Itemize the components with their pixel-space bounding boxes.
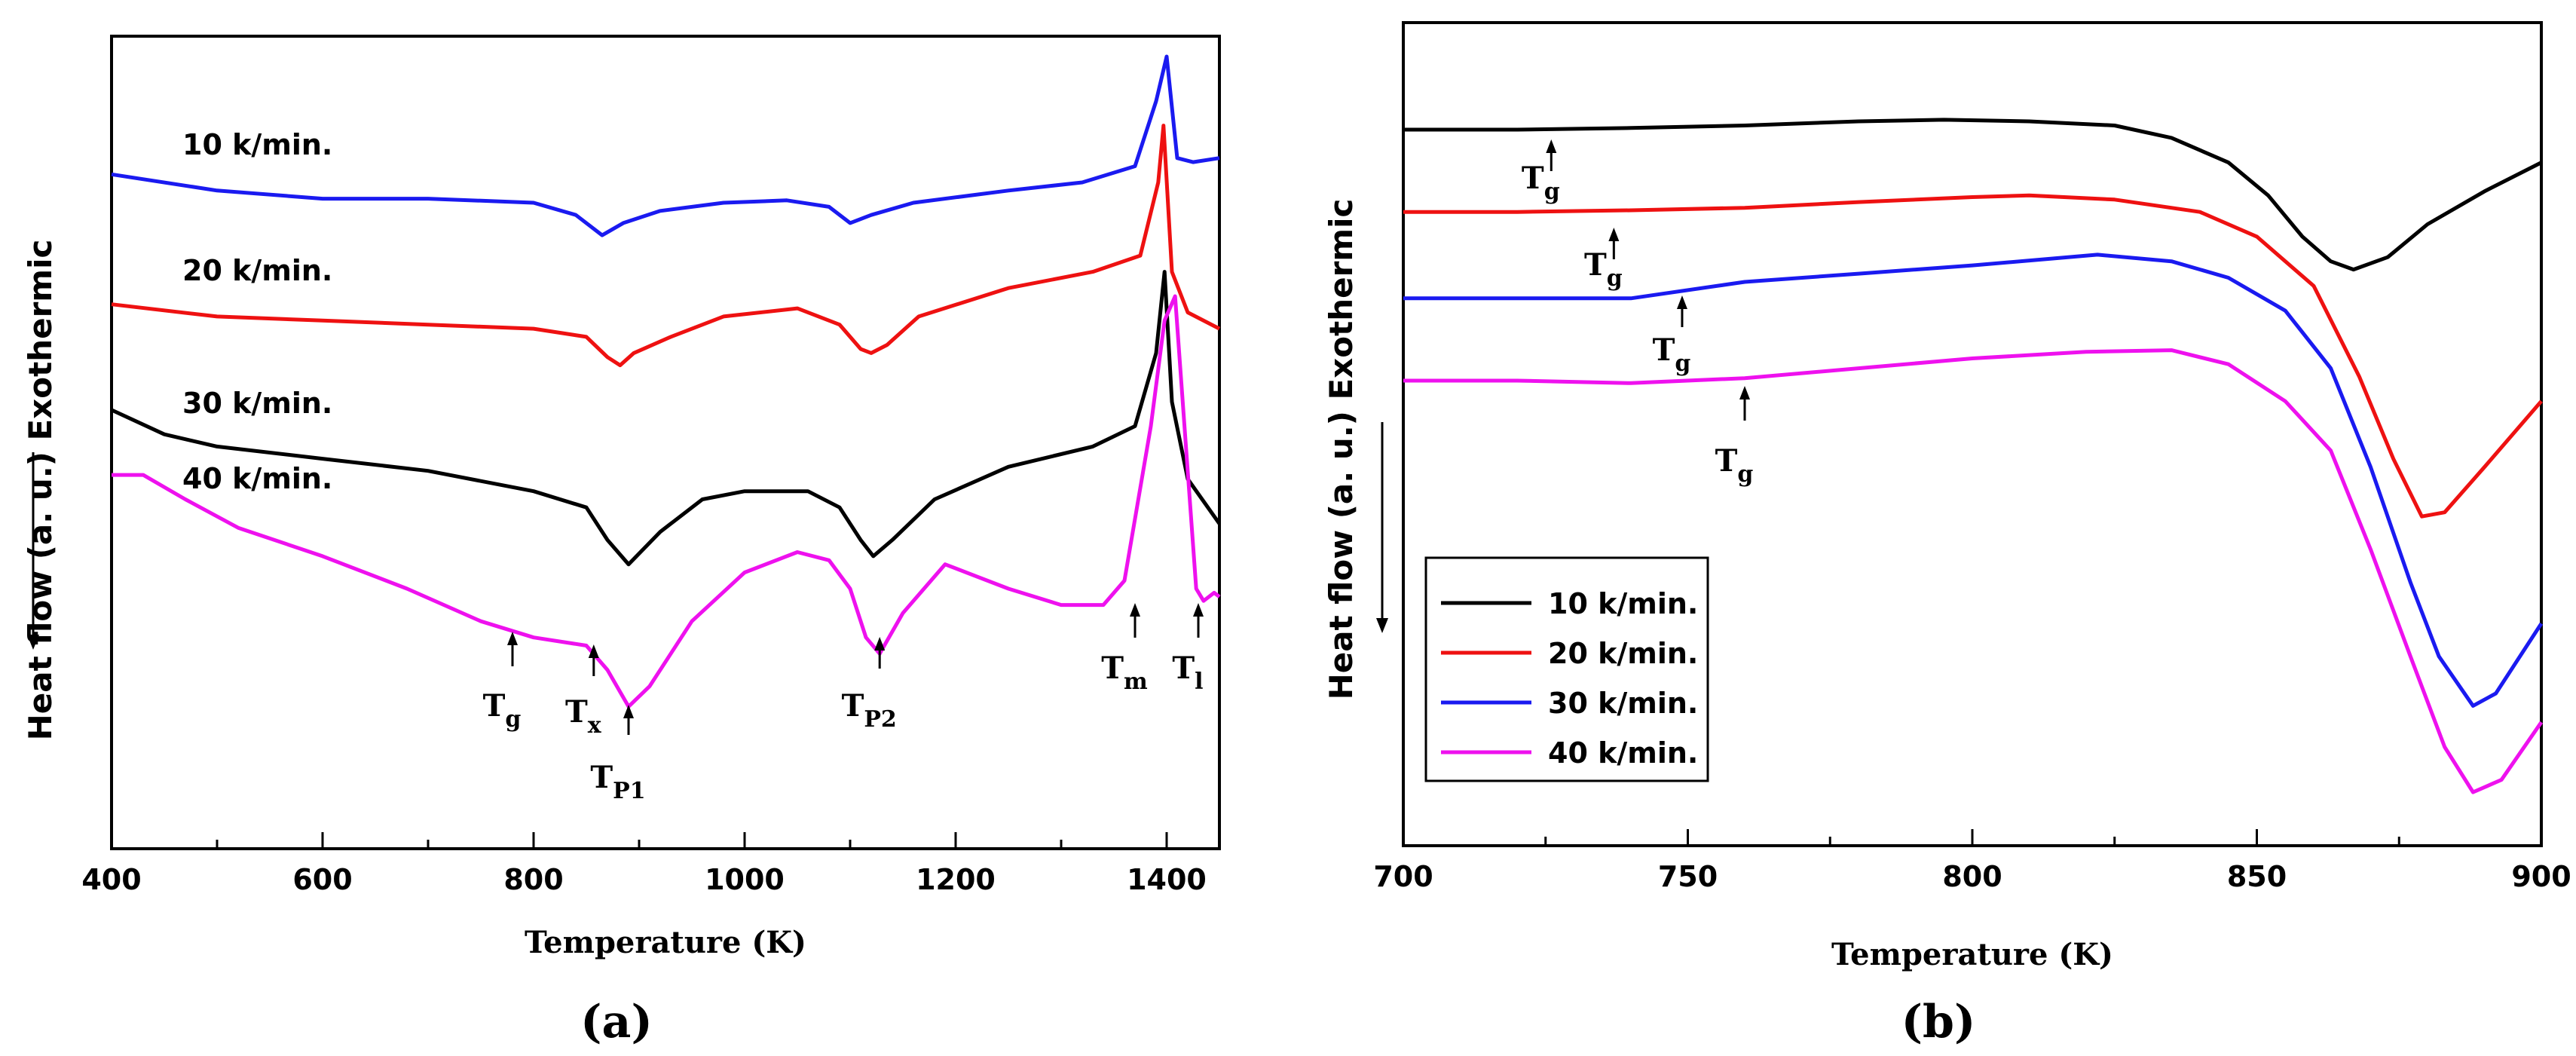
- series-line-20k: [111, 124, 1221, 368]
- annotation-arrow-head: [1130, 603, 1140, 617]
- panel-a-x-axis-label: Temperature (K): [525, 925, 806, 960]
- annotation-label: Tg: [1584, 247, 1623, 292]
- series-line-30k: [110, 270, 1222, 567]
- series-line-10k: [111, 54, 1220, 237]
- series-label-30: 30 k/min.: [182, 387, 332, 420]
- annotation-label: Tx: [565, 694, 602, 739]
- panel-b-x-axis-label: Temperature (K): [1831, 937, 2113, 972]
- series-line-10k: [1403, 118, 2543, 272]
- x-tick-label: 1200: [916, 863, 996, 896]
- annotation-arrow-head: [623, 705, 634, 718]
- x-tick-label: 400: [81, 863, 141, 896]
- annotation-arrow-head: [1608, 228, 1620, 241]
- annotation-label: Tg: [483, 688, 522, 733]
- series-label-20: 20 k/min.: [182, 254, 332, 287]
- annotation-Tg: Tg: [1715, 386, 1754, 488]
- x-tick-label: 800: [503, 863, 563, 896]
- annotation-Tg: Tg: [1522, 139, 1560, 205]
- panel-b-y-arrow: [1376, 422, 1388, 633]
- x-tick-label: 600: [292, 863, 352, 896]
- x-tick-label: 1400: [1127, 863, 1207, 896]
- x-tick-label: 900: [2511, 860, 2571, 893]
- annotation-arrow-head: [507, 632, 518, 645]
- annotation-arrow-head: [1676, 295, 1687, 309]
- panel-b-annotations: Tg Tg Tg Tg: [1522, 139, 1753, 488]
- series-line-30k: [1403, 253, 2544, 708]
- legend-label-30: 30 k/min.: [1548, 687, 1698, 720]
- series-label-40: 40 k/min.: [182, 462, 332, 495]
- panel-a-label: (a): [580, 996, 653, 1048]
- annotation-label: Tg: [1522, 161, 1560, 205]
- x-tick-label: 750: [1658, 860, 1718, 893]
- panel-a-curves: [110, 54, 1222, 709]
- panel-a-x-ticks: 400 600 800 1000 1200 1400: [81, 832, 1207, 896]
- series-label-10: 10 k/min.: [182, 128, 332, 161]
- annotation-Tg: Tg: [483, 632, 522, 733]
- annotation-label: TP1: [590, 760, 645, 804]
- legend-box: [1424, 556, 1709, 782]
- annotation-Tm: Tm: [1101, 603, 1148, 695]
- series-line-40k: [112, 294, 1221, 709]
- panel-b-label: (b): [1901, 996, 1976, 1048]
- legend-label-10: 10 k/min.: [1548, 587, 1698, 620]
- panel-b-curves: [1403, 118, 2544, 794]
- annotation-label: TP2: [842, 688, 897, 733]
- annotation-label: Tl: [1172, 650, 1203, 695]
- annotation-Tl: Tl: [1172, 603, 1204, 695]
- panel-a-y-arrow: [27, 452, 39, 650]
- annotation-label: Tm: [1101, 650, 1148, 695]
- panel-b: 700 750 800 850 900 Tg Tg Tg Tg 10 k/min. 20 k/…: [1323, 21, 2571, 1048]
- x-tick-label: 1000: [705, 863, 785, 896]
- panel-a: 400 600 800 1000 1200 1400 Tg Tx TP1 TP2 Tm Tl 10 …: [22, 35, 1222, 1048]
- panel-a-frame: [110, 35, 1221, 850]
- annotation-label: Tg: [1715, 443, 1754, 488]
- x-tick-label: 850: [2227, 860, 2287, 893]
- legend-label-20: 20 k/min.: [1548, 637, 1698, 670]
- annotation-arrow-head: [874, 637, 886, 650]
- annotation-label: Tg: [1653, 332, 1691, 377]
- annotation-arrow-head: [588, 644, 599, 658]
- annotation-arrow-head: [1739, 386, 1750, 399]
- annotation-arrow-head: [1193, 603, 1204, 617]
- series-line-40k: [1403, 348, 2544, 794]
- annotation-TP1: TP1: [590, 705, 646, 804]
- annotation-arrow-head: [1546, 139, 1557, 153]
- annotation-TP2: TP2: [842, 637, 897, 733]
- x-tick-label: 800: [1942, 860, 2002, 893]
- x-tick-label: 700: [1373, 860, 1433, 893]
- series-line-20k: [1403, 193, 2543, 519]
- annotation-Tg: Tg: [1653, 295, 1691, 377]
- panel-b-x-ticks: 700 750 800 850 900: [1373, 829, 2571, 893]
- legend: 10 k/min. 20 k/min. 30 k/min. 40 k/min.: [1424, 556, 1709, 782]
- annotation-Tg: Tg: [1584, 228, 1623, 292]
- legend-label-40: 40 k/min.: [1548, 736, 1698, 770]
- panel-a-annotations: Tg Tx TP1 TP2 Tm Tl: [483, 603, 1204, 804]
- panel-b-y-axis-label: Heat flow (a. u.) Exothermic: [1323, 199, 1360, 700]
- panel-a-y-axis-label: Heat flow (a. u.) Exothermic: [22, 240, 59, 741]
- annotation-Tx: Tx: [565, 644, 602, 739]
